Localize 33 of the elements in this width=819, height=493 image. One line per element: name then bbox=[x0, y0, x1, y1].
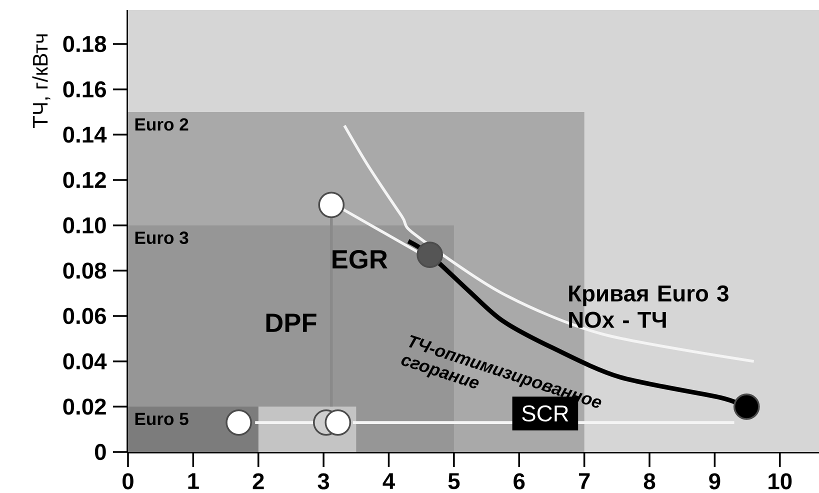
x-tick-label: 7 bbox=[578, 473, 590, 489]
y-tick-label: 0.08 bbox=[63, 262, 106, 279]
annotation: EGR bbox=[332, 250, 388, 269]
y-tick-label: 0.02 bbox=[63, 398, 106, 415]
series-label: Euro 3 bbox=[135, 232, 188, 244]
y-tick-label: 0.10 bbox=[63, 217, 106, 234]
y-tick-label: 0 bbox=[94, 444, 106, 460]
y-tick-label: 0.16 bbox=[63, 81, 106, 98]
x-tick-label: 2 bbox=[252, 473, 264, 490]
series-label: Euro 5 bbox=[135, 412, 188, 426]
x-tick-label: 5 bbox=[448, 473, 460, 490]
point bbox=[416, 242, 444, 268]
x-tick-label: 10 bbox=[768, 473, 792, 490]
series-label: Euro 2 bbox=[135, 118, 188, 131]
point bbox=[733, 393, 760, 420]
point bbox=[318, 192, 345, 218]
x-tick-label: 6 bbox=[514, 473, 525, 490]
y-tick-label: 0.14 bbox=[63, 126, 107, 143]
x-tick-label: 4 bbox=[382, 473, 395, 489]
x-tick-label: 8 bbox=[644, 473, 656, 490]
y-tick-label: 0.06 bbox=[63, 308, 106, 324]
y-axis-title: ТЧ, г/кВтч bbox=[32, 34, 50, 128]
annotation: DPF bbox=[266, 314, 316, 332]
x-tick-label: 9 bbox=[709, 473, 720, 490]
x-tick-label: 0 bbox=[122, 473, 134, 490]
y-tick-label: 0.04 bbox=[63, 353, 107, 370]
point bbox=[226, 409, 252, 436]
series-label: Кривая Euro 3 NOx - ТЧ bbox=[569, 285, 728, 328]
y-tick-label: 0.18 bbox=[63, 36, 106, 52]
y-tick-label: 0.12 bbox=[63, 172, 106, 188]
x-tick-label: 1 bbox=[188, 473, 199, 489]
x-tick-label: 3 bbox=[318, 473, 330, 490]
point bbox=[324, 409, 352, 436]
